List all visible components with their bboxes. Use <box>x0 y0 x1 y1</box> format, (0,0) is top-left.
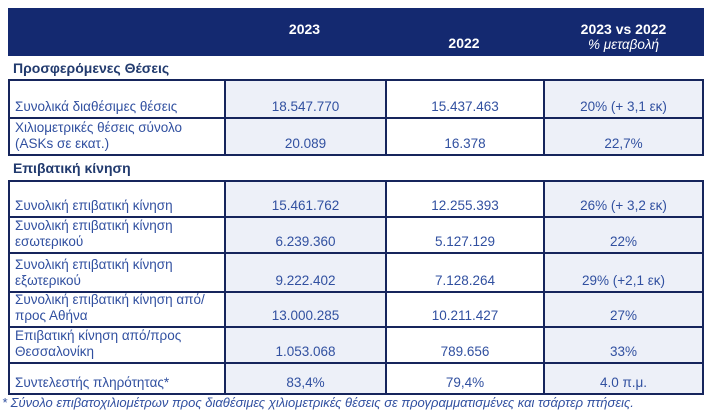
row-label: Συνολική επιβατική κίνηση από/προς Αθήνα <box>10 292 226 326</box>
table-row: Συνολική επιβατική κίνηση 15.461.762 12.… <box>10 182 702 218</box>
header-empty-cell <box>8 8 224 56</box>
table-row-load-factor: Συντελεστής πληρότητας* 83,4% 79,4% 4.0 … <box>10 364 702 393</box>
value-change: 20% (+ 3,1 εκ) <box>545 81 702 117</box>
value-2023: 9.222.402 <box>226 254 387 291</box>
value-2023: 20.089 <box>226 119 387 154</box>
value-2022: 789.656 <box>387 328 545 362</box>
group-offered-seats: Συνολικά διαθέσιμες θέσεις 18.547.770 15… <box>8 79 704 156</box>
value-2023: 15.461.762 <box>226 182 387 216</box>
header-change: 2023 vs 2022 % μεταβολή <box>543 8 704 56</box>
section-passenger-traffic: Επιβατική κίνηση <box>8 156 704 180</box>
table-footnote: * Σύνολο επιβατοχιλιομέτρων προς διαθέσι… <box>2 395 634 410</box>
value-2022: 5.127.129 <box>387 218 545 252</box>
value-2022: 79,4% <box>387 364 545 393</box>
value-2022: 12.255.393 <box>387 182 545 216</box>
value-change: 22,7% <box>545 119 702 154</box>
table-row: Συνολική επιβατική κίνηση εξωτερικού 9.2… <box>10 254 702 293</box>
value-2023: 13.000.285 <box>226 293 387 326</box>
value-change: 4.0 π.μ. <box>545 364 702 393</box>
traffic-statistics-table: 2023 2022 2023 vs 2022 % μεταβολή Προσφε… <box>8 8 704 395</box>
row-label: Επιβατική κίνηση από/προς Θεσσαλονίκη <box>10 328 226 362</box>
value-2022: 15.437.463 <box>387 81 545 117</box>
table-header-row: 2023 2022 2023 vs 2022 % μεταβολή <box>8 8 704 56</box>
row-label: Συνολική επιβατική κίνηση <box>10 182 226 216</box>
value-2022: 10.211.427 <box>387 293 545 326</box>
section-offered-seats: Προσφερόμενες Θέσεις <box>8 56 704 79</box>
table-row: Συνολική επιβατική κίνηση από/προς Αθήνα… <box>10 292 702 328</box>
value-change: 33% <box>545 328 702 362</box>
table-row: Χιλιομετρικές θέσεις σύνολο (ASKs σε εκα… <box>10 119 702 154</box>
header-2023: 2023 <box>224 8 385 56</box>
value-change: 27% <box>545 293 702 326</box>
group-passenger-traffic: Συνολική επιβατική κίνηση 15.461.762 12.… <box>8 180 704 395</box>
row-label: Συνολική επιβατική κίνηση εσωτερικού <box>10 218 226 252</box>
value-change: 22% <box>545 218 702 252</box>
value-2023: 1.053.068 <box>226 328 387 362</box>
row-label: Συντελεστής πληρότητας* <box>10 364 226 393</box>
header-2022: 2022 <box>385 8 543 56</box>
row-label: Συνολικά διαθέσιμες θέσεις <box>10 81 226 117</box>
value-2022: 7.128.264 <box>387 254 545 291</box>
value-change: 26% (+ 3,2 εκ) <box>545 182 702 216</box>
table-row: Συνολική επιβατική κίνηση εσωτερικού 6.2… <box>10 218 702 254</box>
row-label: Συνολική επιβατική κίνηση εξωτερικού <box>10 254 226 291</box>
value-2023: 18.547.770 <box>226 81 387 117</box>
header-2022-label: 2022 <box>448 35 480 51</box>
header-change-title: 2023 vs 2022 <box>580 21 667 37</box>
value-change: 29% (+2,1 εκ) <box>545 254 702 291</box>
header-2023-label: 2023 <box>288 20 321 37</box>
table-row: Συνολικά διαθέσιμες θέσεις 18.547.770 15… <box>10 81 702 119</box>
header-change-subtitle: % μεταβολή <box>587 37 659 52</box>
value-2023: 83,4% <box>226 364 387 393</box>
row-label: Χιλιομετρικές θέσεις σύνολο (ASKs σε εκα… <box>10 119 226 154</box>
value-2022: 16.378 <box>387 119 545 154</box>
table-row: Επιβατική κίνηση από/προς Θεσσαλονίκη 1.… <box>10 328 702 364</box>
value-2023: 6.239.360 <box>226 218 387 252</box>
